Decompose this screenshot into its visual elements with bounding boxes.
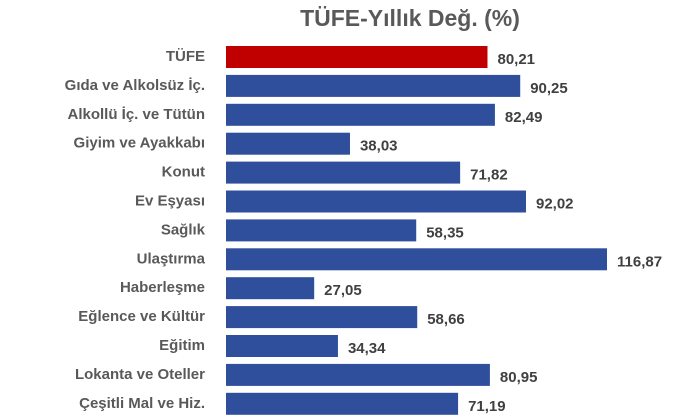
value-label: 80,21 [497, 51, 535, 68]
value-label: 38,03 [360, 138, 398, 155]
value-label: 58,66 [427, 311, 465, 328]
bar [226, 306, 418, 329]
category-label: Alkollü İç. ve Tütün [67, 106, 205, 123]
value-label: 27,05 [324, 282, 362, 299]
bar [226, 161, 461, 184]
category-label: Lokanta ve Oteller [75, 366, 205, 383]
category-label: Konut [162, 164, 205, 181]
category-label: Haberleşme [120, 279, 205, 296]
bar [226, 363, 490, 386]
bar [226, 132, 350, 155]
bar [226, 335, 338, 357]
category-label: Sağlık [161, 221, 206, 238]
bar [226, 392, 459, 415]
category-label: Eğitim [159, 337, 205, 354]
bar [226, 103, 495, 126]
bar [226, 277, 315, 300]
value-label: 82,49 [505, 109, 543, 126]
value-label: 90,25 [530, 80, 568, 97]
value-label: 92,02 [536, 195, 574, 212]
bar [226, 248, 607, 271]
value-label: 58,35 [426, 224, 464, 241]
value-label: 34,34 [348, 340, 386, 357]
category-label: Giyim ve Ayakkabı [74, 135, 205, 152]
bar [226, 46, 488, 68]
value-label: 80,95 [500, 369, 538, 386]
category-label: Çeşitli Mal ve Hiz. [79, 395, 205, 412]
category-label: Gıda ve Alkolsüz İç. [65, 77, 205, 94]
value-label: 71,19 [468, 398, 506, 415]
category-label: Eğlence ve Kültür [78, 308, 205, 325]
chart-title: TÜFE-Yıllık Değ. (%) [300, 5, 520, 31]
value-label: 116,87 [617, 253, 662, 270]
bar [226, 190, 526, 213]
value-label: 71,82 [470, 167, 508, 184]
category-label: Ulaştırma [137, 250, 206, 267]
category-label: TÜFE [166, 48, 205, 65]
bar [226, 219, 417, 242]
bar [226, 74, 521, 97]
category-label: Ev Eşyası [135, 192, 205, 209]
